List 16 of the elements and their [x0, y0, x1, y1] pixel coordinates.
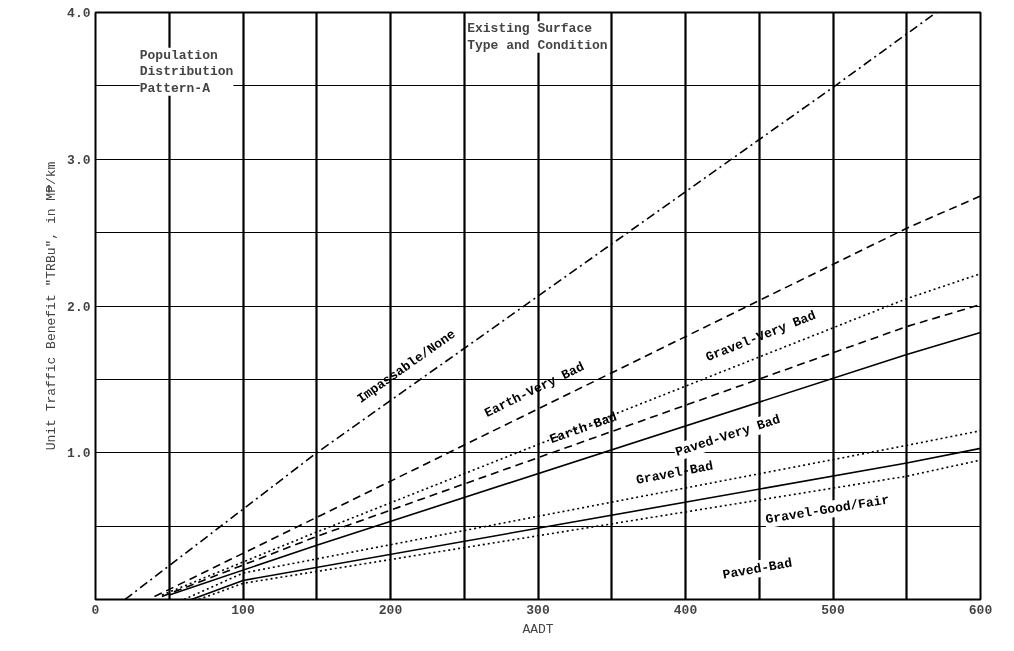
y-tick-label: 1.0 — [67, 446, 91, 462]
x-tick-label: 400 — [673, 602, 698, 618]
annotation: Population Distribution Pattern-A — [139, 47, 234, 96]
y-tick-label: 4.0 — [67, 6, 91, 21]
annotation: Existing Surface Type and Condition — [467, 21, 608, 53]
x-tick-label: 0 — [91, 602, 100, 618]
y-axis-title: Unit Traffic Benefit "TRBu", in M₱/km — [44, 161, 60, 451]
x-tick-label: 100 — [231, 602, 255, 618]
x-tick-label: 600 — [968, 602, 993, 618]
x-tick-label: 300 — [526, 602, 550, 618]
y-tick-label: 3.0 — [67, 152, 91, 168]
x-axis-title: AADT — [522, 621, 554, 637]
text: Paved-Bad — [721, 555, 794, 583]
x-tick-label: 200 — [378, 602, 403, 618]
x-tick-label: 500 — [821, 602, 845, 618]
y-tick-label: 2.0 — [67, 299, 91, 315]
